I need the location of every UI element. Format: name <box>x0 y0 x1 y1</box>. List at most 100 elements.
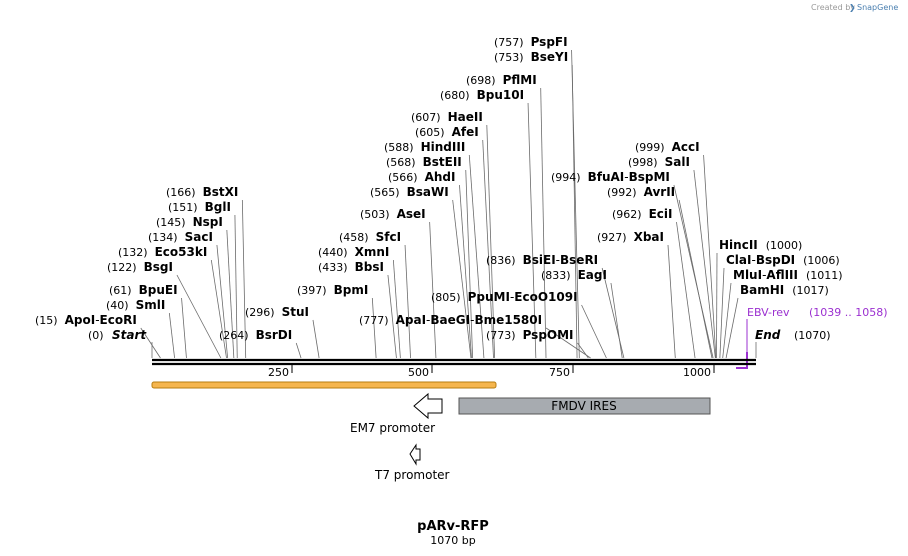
site-leader <box>703 154 717 359</box>
site-leader <box>722 282 732 359</box>
site-leader <box>295 342 302 359</box>
site-position: (458) <box>339 231 369 244</box>
restriction-site[interactable]: (994) BfuAI - BspMI <box>551 170 670 184</box>
primer-arrow[interactable] <box>736 352 748 369</box>
restriction-site[interactable]: HincII (1000) <box>719 238 802 252</box>
enzyme-name: EcoRI <box>100 313 137 327</box>
site-leader <box>465 169 474 359</box>
site-position: (927) <box>597 231 627 244</box>
snapgene-logo-icon: ❯ <box>849 3 856 12</box>
restriction-site[interactable]: (698) PflMI <box>466 73 537 87</box>
site-position: (151) <box>168 201 198 214</box>
site-labels: (15) ApoI - EcoRI(40) SmlI (61) BpuEI (122) Bs… <box>35 35 843 342</box>
site-leader-lines <box>140 49 757 359</box>
site-position: (777) <box>359 314 389 327</box>
enzyme-name: StuI <box>282 305 309 319</box>
map-title: pARv-RFP <box>417 519 489 534</box>
site-leader <box>725 297 739 359</box>
restriction-site[interactable]: MluI - AflIII (1011) <box>733 268 843 282</box>
restriction-site[interactable]: (992) AvrII <box>607 185 675 199</box>
name-separator: - <box>762 268 766 282</box>
restriction-site[interactable]: (753) BseYI <box>494 50 568 64</box>
site-leader <box>486 124 496 359</box>
restriction-site[interactable]: (15) ApoI - EcoRI <box>35 313 137 327</box>
site-position: (999) <box>635 141 665 154</box>
restriction-site[interactable]: (145) NspI <box>156 215 223 229</box>
enzyme-name: EciI <box>649 207 673 221</box>
fmdv-ires-feature[interactable] <box>458 397 711 415</box>
enzyme-name: AflIII <box>766 268 798 282</box>
enzyme-name: XmnI <box>355 245 390 259</box>
tick-label: 250 <box>268 366 289 379</box>
selection-bar[interactable] <box>151 381 497 389</box>
enzyme-name: XbaI <box>634 230 664 244</box>
name-separator: - <box>510 290 514 304</box>
enzyme-name: ApoI <box>65 313 96 327</box>
restriction-site[interactable]: (757) PspFI <box>494 35 568 49</box>
restriction-site[interactable]: BamHI (1017) <box>740 283 829 297</box>
site-leader <box>234 214 238 359</box>
site-leader <box>312 319 320 359</box>
restriction-site[interactable]: (927) XbaI <box>597 230 664 244</box>
restriction-site[interactable]: (999) AccI <box>635 140 700 154</box>
restriction-site[interactable]: (568) BstEII <box>386 155 462 169</box>
enzyme-name: SalI <box>665 155 690 169</box>
restriction-site[interactable]: (836) BsiEI - BseRI <box>486 253 598 267</box>
primer-name[interactable]: EBV-rev <box>747 306 790 319</box>
enzyme-name: HaeII <box>448 110 483 124</box>
restriction-site[interactable]: (998) SalI <box>628 155 690 169</box>
restriction-site[interactable]: (777) ApaI - BaeGI - Bme1580I <box>359 313 542 327</box>
restriction-site[interactable]: (565) BsaWI <box>370 185 449 199</box>
enzyme-name: MluI <box>733 268 762 282</box>
restriction-site[interactable]: (680) Bpu10I <box>440 88 524 102</box>
site-leader <box>226 229 235 359</box>
restriction-site[interactable]: (805) PpuMI - EcoO109I <box>431 290 578 304</box>
site-position: (833) <box>541 269 571 282</box>
enzyme-name: Bme1580I <box>474 313 542 327</box>
restriction-site[interactable]: (132) Eco53kI <box>118 245 207 259</box>
restriction-site[interactable]: (440) XmnI <box>318 245 389 259</box>
site-position: (836) <box>486 254 516 267</box>
site-position: (40) <box>106 299 129 312</box>
site-position: (962) <box>612 208 642 221</box>
site-position: (588) <box>384 141 414 154</box>
site-leader <box>429 221 437 359</box>
restriction-site[interactable]: (296) StuI <box>245 305 309 319</box>
restriction-site[interactable]: (134) SacI <box>148 230 213 244</box>
enzyme-name: BseYI <box>531 50 569 64</box>
restriction-site[interactable]: (122) BsgI <box>107 260 173 274</box>
restriction-site[interactable]: (773) PspOMI <box>486 328 574 342</box>
restriction-site[interactable]: (607) HaeII <box>411 110 483 124</box>
restriction-site[interactable]: (962) EciI <box>612 207 672 221</box>
enzyme-name: AseI <box>397 207 426 221</box>
site-leader <box>371 297 377 359</box>
enzyme-name: AccI <box>672 140 700 154</box>
site-position: (757) <box>494 36 524 49</box>
restriction-site[interactable]: (458) SfcI <box>339 230 401 244</box>
restriction-site[interactable]: (566) AhdI <box>388 170 455 184</box>
restriction-site[interactable]: (605) AfeI <box>415 125 479 139</box>
name-separator: - <box>751 253 755 267</box>
site-position: (805) <box>431 291 461 304</box>
restriction-site[interactable]: (503) AseI <box>360 207 426 221</box>
restriction-site[interactable]: (40) SmlI <box>106 298 165 312</box>
em7-promoter-arrow-icon[interactable] <box>413 392 443 420</box>
restriction-site[interactable]: ClaI - BspDI (1006) <box>726 253 840 267</box>
restriction-site[interactable]: (588) HindIII <box>384 140 465 154</box>
restriction-site[interactable]: (397) BpmI <box>297 283 368 297</box>
restriction-site[interactable]: (833) EagI <box>541 268 607 282</box>
restriction-site[interactable]: (433) BbsI <box>318 260 384 274</box>
enzyme-name: BseRI <box>560 253 598 267</box>
site-leader <box>676 221 696 359</box>
restriction-site[interactable]: (264) BsrDI <box>219 328 292 342</box>
enzyme-name: SmlI <box>136 298 166 312</box>
tick-label: 1000 <box>683 366 711 379</box>
restriction-site[interactable]: (61) BpuEI <box>109 283 178 297</box>
restriction-site[interactable]: (166) BstXI <box>166 185 238 199</box>
enzyme-name: ClaI <box>726 253 751 267</box>
restriction-site[interactable]: (151) BglI <box>168 200 231 214</box>
site-position: (1006) <box>803 254 840 267</box>
enzyme-name: PspOMI <box>523 328 574 342</box>
site-leader <box>181 297 187 359</box>
t7-promoter-arrow-icon[interactable] <box>409 443 421 466</box>
